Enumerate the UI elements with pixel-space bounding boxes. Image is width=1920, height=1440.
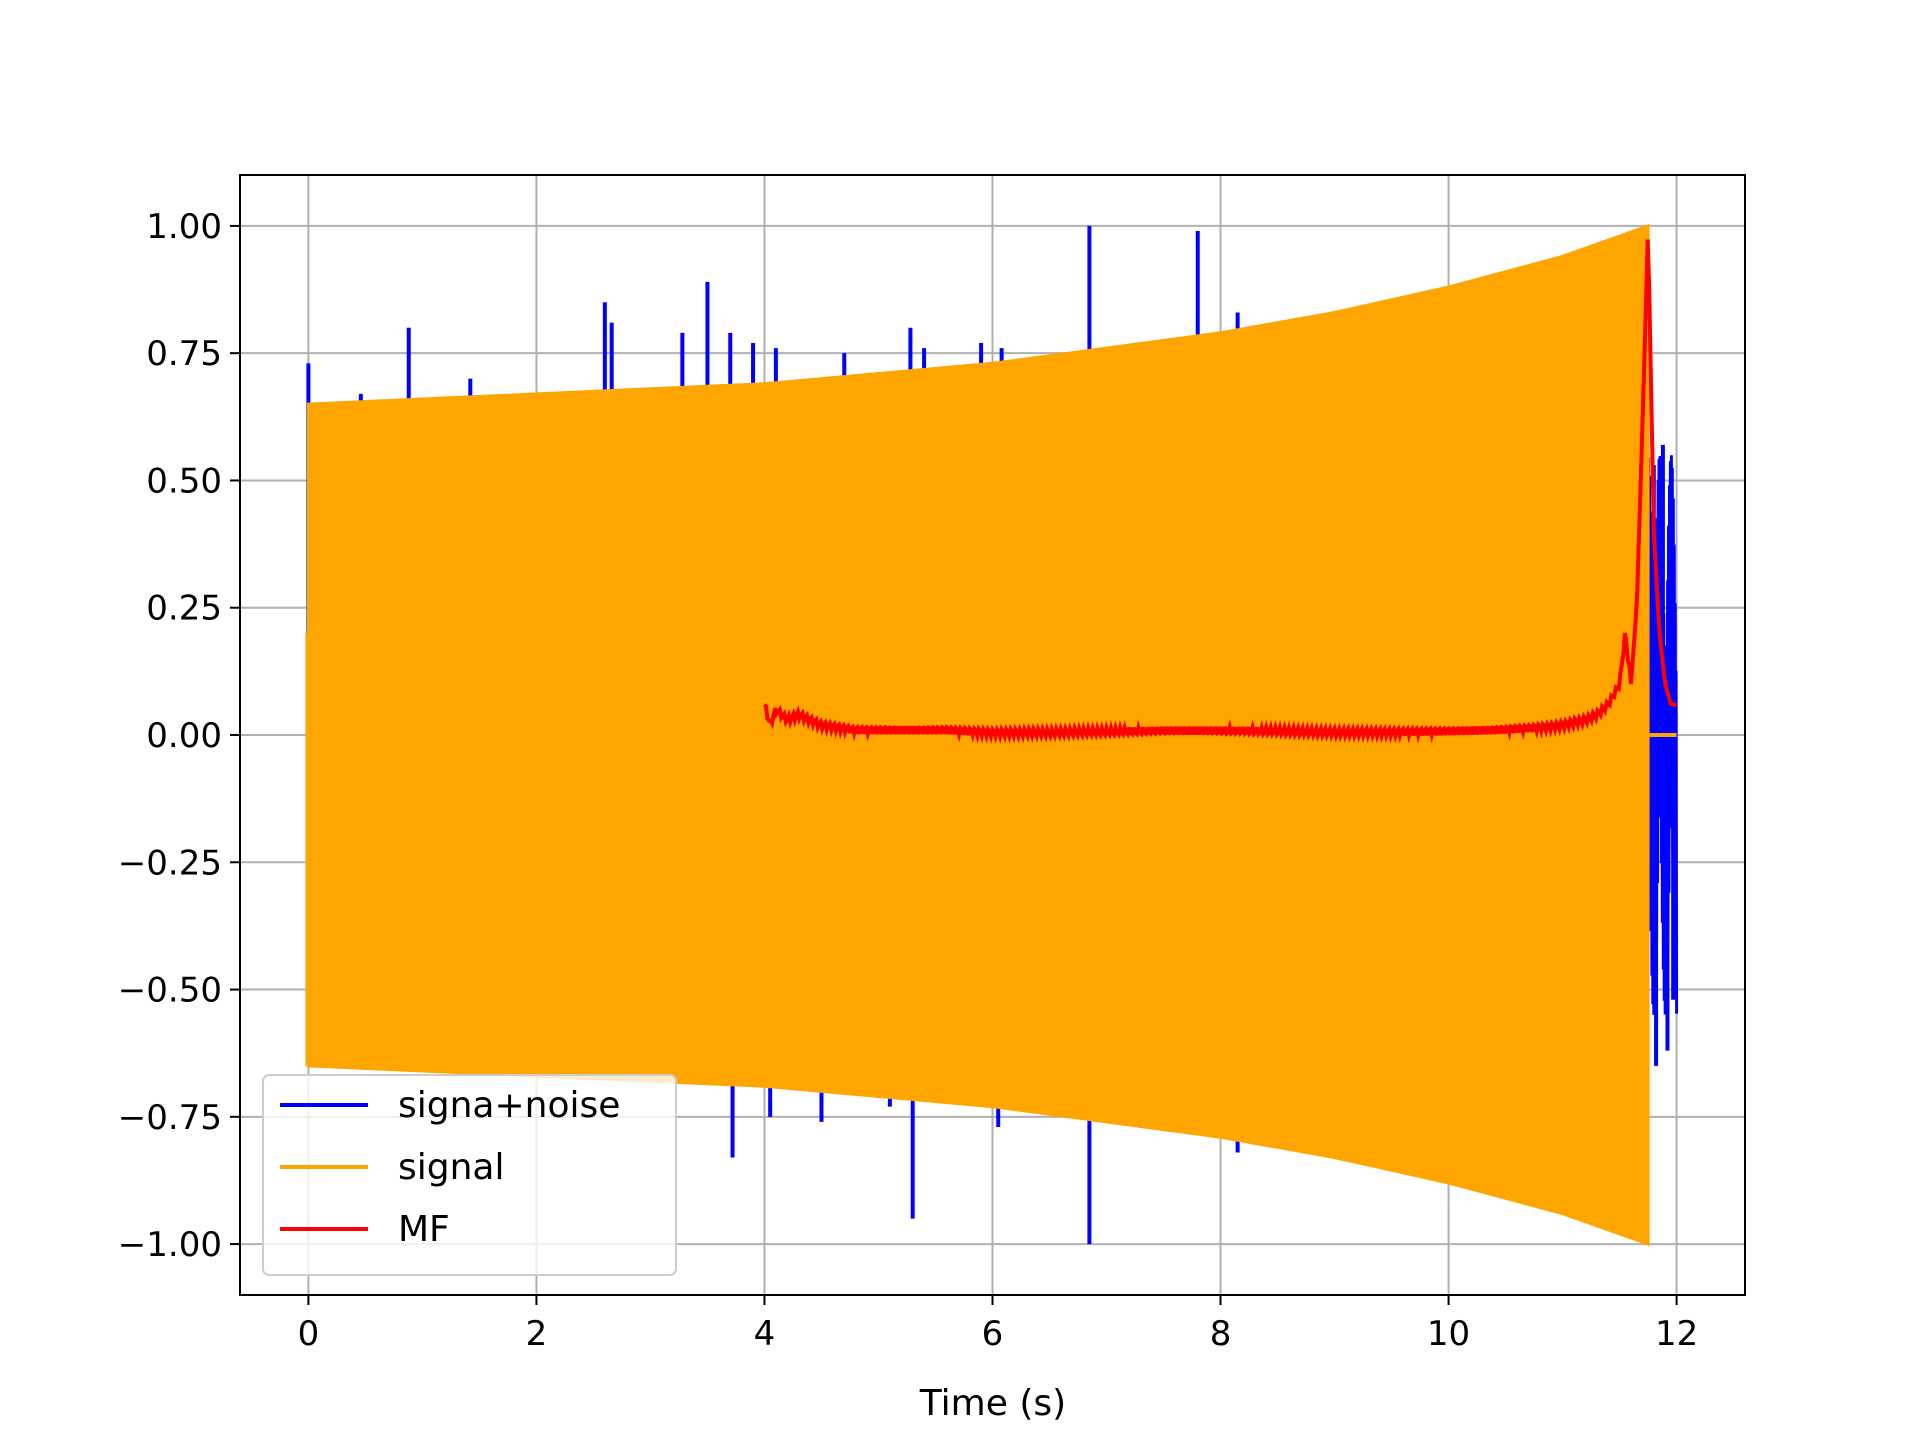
y-tick-label: −0.75	[118, 1098, 222, 1138]
y-tick-label: 0.75	[146, 334, 222, 374]
plot-series	[305, 223, 1679, 1247]
x-axis-title: Time (s)	[919, 1383, 1066, 1424]
legend: signa+noise signal MF	[262, 1074, 677, 1276]
noise-tail	[1646, 455, 1679, 1015]
legend-label: MF	[398, 1209, 450, 1250]
mf-line	[762, 239, 1677, 744]
x-tick-label: 6	[982, 1314, 1004, 1354]
legend-label: signa+noise	[398, 1085, 620, 1126]
y-tick-label: 0.00	[146, 716, 222, 756]
x-tick-label: 0	[298, 1314, 320, 1354]
legend-label: signal	[398, 1147, 505, 1188]
y-tick-label: −1.00	[118, 1225, 222, 1265]
y-tick-label: −0.25	[118, 843, 222, 883]
series-mf	[762, 239, 1677, 744]
x-tick-label: 12	[1655, 1314, 1698, 1354]
y-tick-label: 0.50	[146, 461, 222, 501]
x-tick-label: 4	[754, 1314, 776, 1354]
x-tick-label: 10	[1427, 1314, 1470, 1354]
x-axis: 0 2 4 6 8 10 12	[298, 1295, 1698, 1354]
y-tick-label: 1.00	[146, 207, 222, 247]
y-axis: 1.00 0.75 0.50 0.25 0.00 −0.25 −0.50 −0.75 −1.00	[118, 207, 240, 1265]
x-tick-label: 2	[526, 1314, 548, 1354]
y-tick-label: −0.50	[118, 971, 222, 1011]
legend-box	[262, 1074, 677, 1276]
x-tick-label: 8	[1210, 1314, 1232, 1354]
y-tick-label: 0.25	[146, 589, 222, 629]
